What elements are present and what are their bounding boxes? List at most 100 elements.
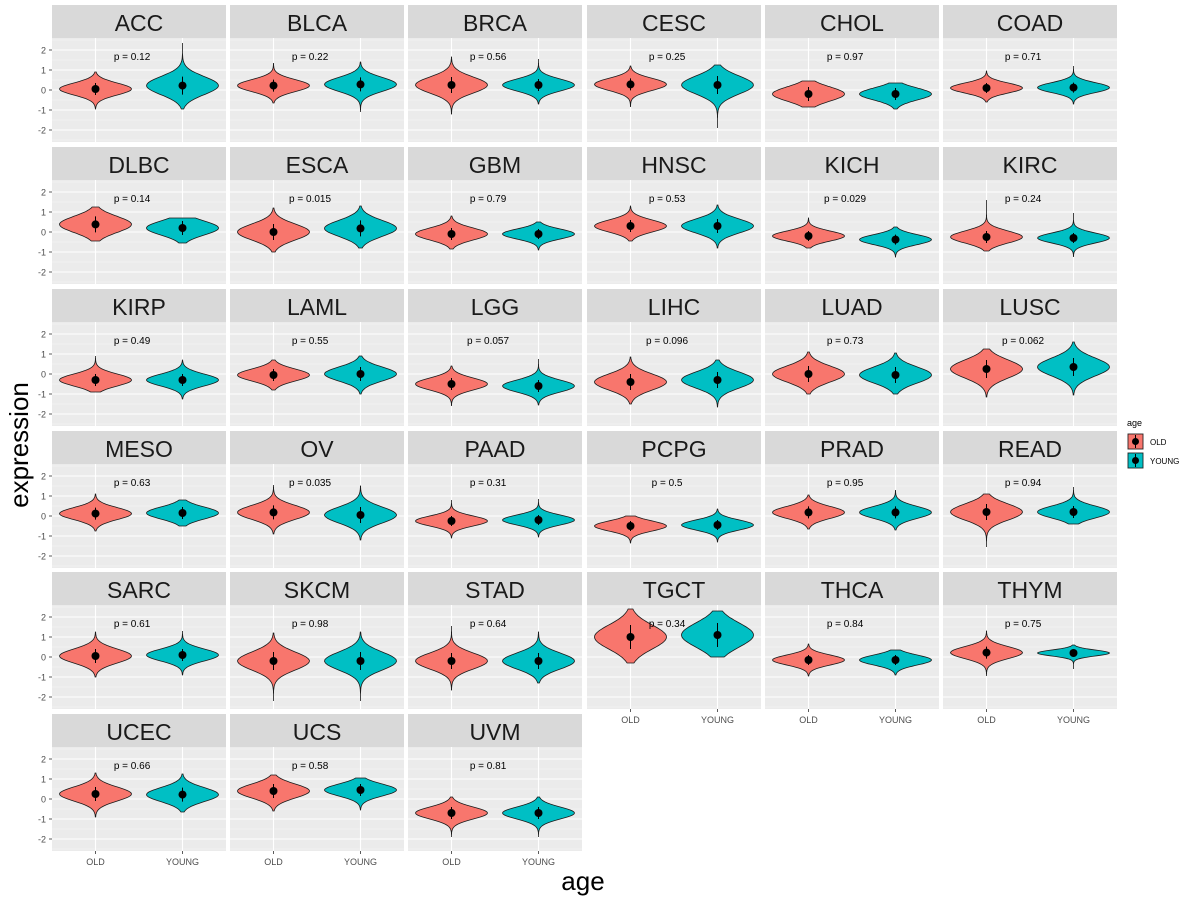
p-value-label: p = 0.95 xyxy=(827,478,864,489)
mean-point xyxy=(534,809,543,817)
legend-point xyxy=(1132,438,1139,445)
y-tick-label: 1 xyxy=(41,350,46,360)
mean-point xyxy=(356,80,365,89)
mean-point xyxy=(1069,234,1078,242)
y-tick-label: -2 xyxy=(38,410,46,420)
y-tick-label: 0 xyxy=(41,370,46,380)
facet-panel: PAAD p = 0.31 xyxy=(408,431,582,568)
p-value-label: p = 0.5 xyxy=(652,478,683,489)
facet-strip xyxy=(230,431,404,464)
facet-strip-label: LIHC xyxy=(648,294,700,320)
mean-point xyxy=(178,790,187,799)
facet-strip-label: MESO xyxy=(105,436,173,462)
mean-point xyxy=(178,509,187,517)
p-value-label: p = 0.53 xyxy=(649,194,686,205)
facet-panel: LUSC p = 0.062 xyxy=(943,289,1117,426)
facet-strip xyxy=(230,572,404,605)
mean-point xyxy=(626,222,635,230)
mean-point xyxy=(356,224,365,233)
mean-point xyxy=(804,370,813,378)
facet-strip-label: BLCA xyxy=(287,10,348,36)
facet-panel: PCPG p = 0.5 xyxy=(587,431,761,568)
mean-point xyxy=(534,657,543,665)
p-value-label: p = 0.64 xyxy=(470,619,507,630)
facet-panel: OV p = 0.035 xyxy=(230,431,404,568)
y-tick-label: 2 xyxy=(41,330,46,340)
mean-point xyxy=(269,228,278,236)
mean-point xyxy=(534,230,543,238)
y-tick-label: 2 xyxy=(41,46,46,56)
mean-point xyxy=(982,365,991,373)
facet-panel: BLCA p = 0.22 xyxy=(230,5,404,142)
facet-strip xyxy=(408,572,582,605)
legend-label: YOUNG xyxy=(1150,457,1179,466)
p-value-label: p = 0.035 xyxy=(289,478,331,489)
mean-point xyxy=(1069,83,1078,92)
facet-panel: ACC -2 -1 0 1 2 p = 0.12 xyxy=(38,5,226,142)
facet-panel: LIHC p = 0.096 xyxy=(587,289,761,426)
facet-strip-label: LGG xyxy=(471,294,520,320)
x-tick-label: YOUNG xyxy=(344,857,377,867)
mean-point xyxy=(447,380,456,388)
x-tick-label: OLD xyxy=(442,857,461,867)
facet-strip xyxy=(765,5,939,38)
mean-point xyxy=(713,81,722,89)
mean-point xyxy=(91,220,100,229)
p-value-label: p = 0.81 xyxy=(470,761,507,772)
x-tick-label: YOUNG xyxy=(522,857,555,867)
y-tick-label: 0 xyxy=(41,86,46,96)
p-value-label: p = 0.31 xyxy=(470,478,507,489)
axes-layer: age expression xyxy=(4,382,605,896)
facet-panel: GBM p = 0.79 xyxy=(408,147,582,284)
facet-panel: TGCT p = 0.34 OLD YOUNG xyxy=(587,572,761,725)
facet-strip xyxy=(230,289,404,322)
mean-point xyxy=(626,522,635,530)
p-value-label: p = 0.062 xyxy=(1002,336,1044,347)
mean-point xyxy=(178,376,187,384)
x-tick-label: YOUNG xyxy=(1057,715,1090,725)
facet-strip xyxy=(408,714,582,747)
facet-strip-label: THYM xyxy=(997,577,1062,603)
mean-point xyxy=(91,85,100,93)
facet-panel: CHOL p = 0.97 xyxy=(765,5,939,142)
facet-strip xyxy=(587,147,761,180)
mean-point xyxy=(713,631,722,639)
mean-point xyxy=(269,508,278,517)
y-tick-label: 2 xyxy=(41,188,46,198)
mean-point xyxy=(534,81,543,89)
facet-panels: ACC -2 -1 0 1 2 p = 0.12 BLCA p = 0.22 BRCA p = 0.… xyxy=(38,5,1117,867)
mean-point xyxy=(356,657,365,665)
p-value-label: p = 0.61 xyxy=(114,619,151,630)
mean-point xyxy=(356,511,365,519)
mean-point xyxy=(804,656,813,664)
facet-strip-label: UCS xyxy=(293,719,342,745)
facet-strip-label: OV xyxy=(300,436,334,462)
p-value-label: p = 0.24 xyxy=(1005,194,1042,205)
facet-strip xyxy=(587,5,761,38)
facet-panel: KIRP -2 -1 0 1 2 p = 0.49 xyxy=(38,289,226,426)
y-tick-label: -2 xyxy=(38,552,46,562)
mean-point xyxy=(626,633,635,641)
facet-strip xyxy=(943,431,1117,464)
p-value-label: p = 0.22 xyxy=(292,52,329,63)
facet-panel: KICH p = 0.029 xyxy=(765,147,939,284)
facet-strip xyxy=(408,147,582,180)
facet-strip xyxy=(765,431,939,464)
mean-point xyxy=(91,509,100,518)
mean-point xyxy=(626,80,635,89)
mean-point xyxy=(534,516,543,524)
facet-strip xyxy=(408,431,582,464)
x-tick-label: OLD xyxy=(977,715,996,725)
facet-strip-label: LUSC xyxy=(999,294,1060,320)
facet-strip xyxy=(765,289,939,322)
mean-point xyxy=(982,508,991,516)
y-tick-label: 1 xyxy=(41,775,46,785)
legend: age OLD YOUNG xyxy=(1127,418,1179,469)
facet-strip-label: SARC xyxy=(107,577,171,603)
facet-panel: LUAD p = 0.73 xyxy=(765,289,939,426)
facet-strip xyxy=(943,289,1117,322)
facet-panel: HNSC p = 0.53 xyxy=(587,147,761,284)
facet-strip-label: LUAD xyxy=(821,294,882,320)
p-value-label: p = 0.55 xyxy=(292,336,329,347)
